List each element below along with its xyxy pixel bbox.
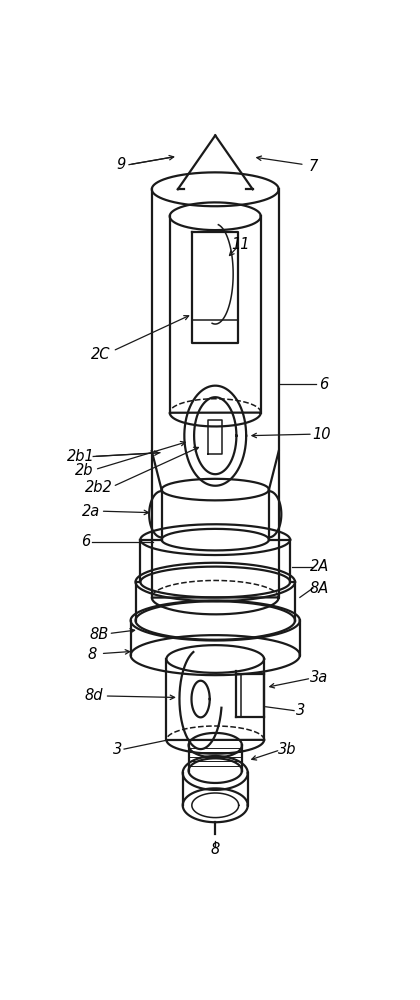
Text: 3: 3 <box>113 742 122 757</box>
Text: 8: 8 <box>88 647 97 662</box>
Text: 8d: 8d <box>85 688 103 703</box>
Text: 3: 3 <box>296 703 305 718</box>
Text: 2b2: 2b2 <box>85 480 113 495</box>
Text: 3b: 3b <box>278 742 297 757</box>
Text: 9: 9 <box>116 157 126 172</box>
Text: 2A: 2A <box>310 559 329 574</box>
Text: 8: 8 <box>210 842 220 857</box>
Text: 11: 11 <box>231 237 250 252</box>
Text: 10: 10 <box>313 427 331 442</box>
Text: 8A: 8A <box>310 581 329 596</box>
Text: 6: 6 <box>319 377 328 392</box>
Text: 7: 7 <box>308 159 318 174</box>
Text: 8B: 8B <box>89 627 108 642</box>
Text: 2C: 2C <box>91 347 110 362</box>
Text: 2a: 2a <box>82 504 100 519</box>
Text: 3a: 3a <box>310 670 328 685</box>
Text: 2b: 2b <box>75 463 94 478</box>
Text: 6: 6 <box>81 534 90 549</box>
Text: 2b1: 2b1 <box>67 449 95 464</box>
